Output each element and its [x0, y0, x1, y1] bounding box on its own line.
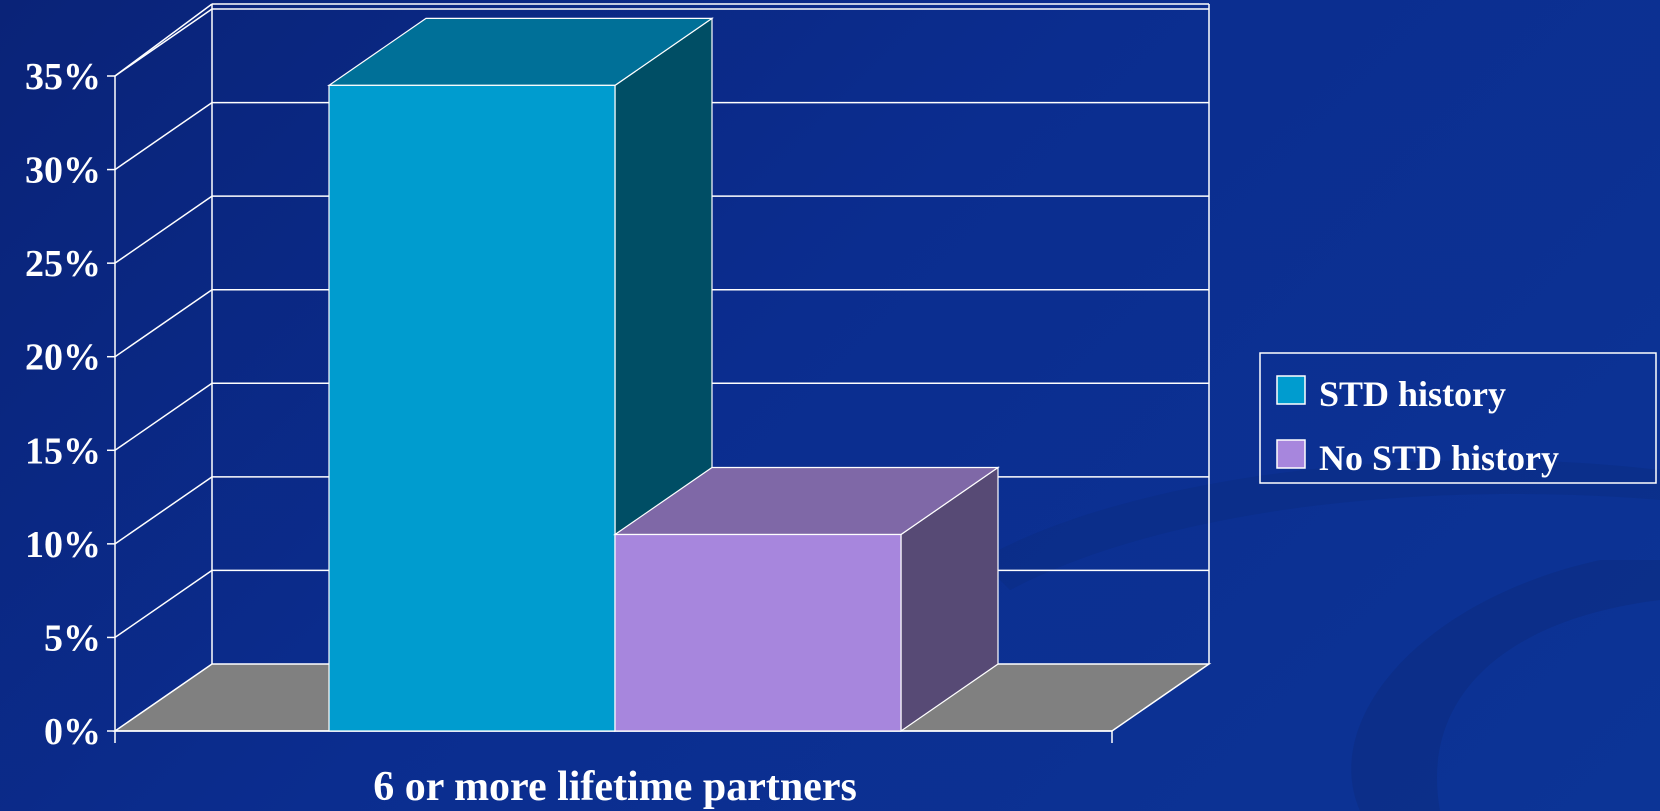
- side-gridline: [114, 476, 213, 545]
- side-gridline: [114, 289, 213, 358]
- y-tick-label: 5%: [44, 617, 101, 659]
- side-gridline: [114, 101, 213, 171]
- y-tick-label: 30%: [25, 150, 101, 192]
- side-gridline: [114, 382, 213, 451]
- legend-box: [1259, 352, 1657, 484]
- legend-swatch-std-history: [1276, 375, 1306, 405]
- y-tick-label: 35%: [25, 56, 101, 98]
- bar-front-face: [328, 84, 616, 732]
- background-swirl: [980, 460, 1660, 811]
- bars: [327, 17, 1000, 733]
- y-axis-ticks: 0% 5% 10% 15% 20% 25% 30% 35%: [25, 56, 115, 753]
- y-tick-label: 0%: [44, 711, 101, 753]
- legend: STD history No STD history: [1259, 352, 1657, 484]
- y-tick-label: 15%: [25, 430, 101, 472]
- y-tick-label: 10%: [25, 524, 101, 566]
- x-category-label: 6 or more lifetime partners: [373, 764, 857, 810]
- bar-std-history: [327, 17, 714, 733]
- legend-label-no-std-history: No STD history: [1319, 438, 1559, 478]
- side-wall-top-edge: [114, 3, 213, 77]
- bar-no-std-history: [613, 466, 1000, 733]
- y-tick-label: 25%: [25, 243, 101, 285]
- legend-label-std-history: STD history: [1319, 374, 1506, 414]
- side-gridline: [114, 195, 213, 264]
- side-gridline: [114, 569, 213, 639]
- legend-swatch-no-std-history: [1276, 439, 1306, 469]
- bar-front-face: [614, 533, 902, 732]
- y-tick-label: 20%: [25, 337, 101, 379]
